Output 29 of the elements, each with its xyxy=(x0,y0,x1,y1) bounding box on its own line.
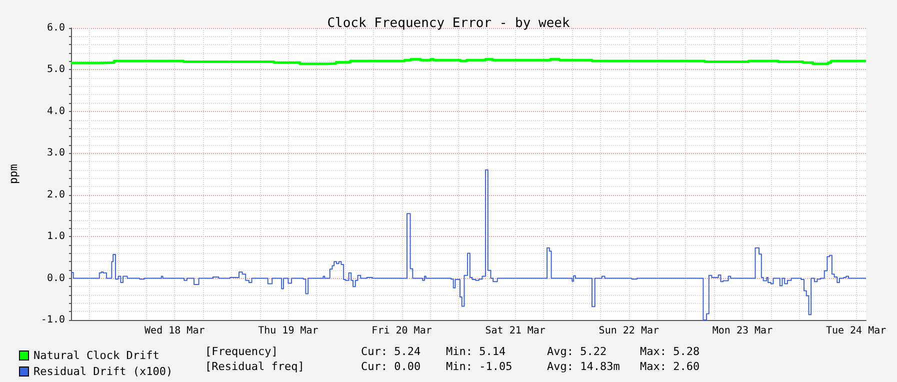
y-tick-label: 1.0 xyxy=(46,231,65,242)
y-tick-label: -1.0 xyxy=(40,314,65,326)
x-tick-label: Thu 19 Mar xyxy=(258,326,318,336)
text: Max: 5.28 xyxy=(640,345,700,358)
y-tick-label: 4.0 xyxy=(46,106,65,117)
y-tick-label: 5.0 xyxy=(46,64,65,76)
x-tick-label: Sat 21 Mar xyxy=(485,326,546,336)
x-tick-label: Fri 20 Mar xyxy=(372,326,432,336)
chart-title: Clock Frequency Error - by week xyxy=(327,16,570,31)
legend-label: Residual Drift (x100) xyxy=(34,365,173,378)
y-tick-label: 6.0 xyxy=(46,22,65,34)
text: [Frequency] xyxy=(205,345,278,358)
text: Cur: 0.00 xyxy=(361,360,421,373)
y-tick-label: 0.0 xyxy=(46,272,65,284)
legend-label: Natural Clock Drift xyxy=(34,349,160,362)
text: [Residual freq] xyxy=(205,360,304,373)
text: Max: 2.60 xyxy=(640,360,700,373)
x-tick-label: Sun 22 Mar xyxy=(598,326,660,336)
text: Avg: 14.83m xyxy=(547,360,620,373)
y-axis-title: ppm xyxy=(7,164,20,184)
y-tick-label: 2.0 xyxy=(46,189,65,200)
text: Cur: 5.24 xyxy=(361,345,421,358)
text: Min: 5.14 xyxy=(446,345,506,358)
text: Min: -1.05 xyxy=(446,360,512,373)
y-tick-label: 3.0 xyxy=(46,148,65,159)
x-tick-label: Wed 18 Mar xyxy=(144,326,205,336)
x-tick-label: Tue 24 Mar xyxy=(826,326,886,336)
x-tick-label: Mon 23 Mar xyxy=(712,326,773,336)
text: Avg: 5.22 xyxy=(547,345,607,358)
